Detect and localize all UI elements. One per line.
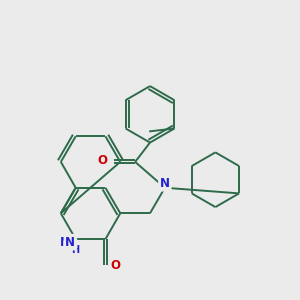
Text: O: O	[98, 154, 107, 167]
Text: N: N	[65, 236, 75, 249]
Text: N: N	[160, 177, 170, 190]
Text: O: O	[111, 259, 121, 272]
Text: N: N	[60, 236, 70, 249]
Text: N: N	[160, 177, 170, 190]
Text: H: H	[71, 244, 79, 255]
Text: O: O	[111, 259, 121, 272]
Text: O: O	[98, 154, 107, 167]
